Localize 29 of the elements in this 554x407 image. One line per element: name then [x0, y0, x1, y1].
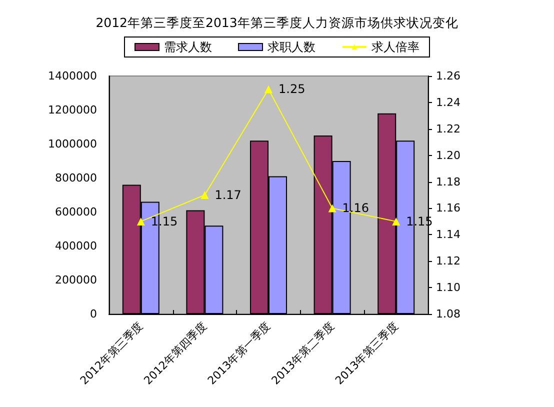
y2-tick-label: 1.22: [436, 122, 460, 136]
y-tick-label: 200000: [55, 274, 97, 286]
y2-tick-label: 1.12: [436, 254, 460, 268]
y-tick-label: 600000: [55, 206, 97, 218]
y2-tick-label: 1.18: [436, 175, 460, 188]
y-tick-label: 400000: [55, 240, 97, 252]
y-tick-label: 1400000: [48, 70, 97, 82]
y-tick-label: 1000000: [48, 138, 97, 150]
legend-label: 求职人数: [268, 40, 316, 54]
y-tick-label: 800000: [55, 172, 97, 184]
legend-label: 需求人数: [164, 40, 212, 54]
y2-tick-label: 1.14: [436, 228, 460, 242]
chart-title: 2012年第三季度至2013年第三季度人力资源市场供求状况变化: [96, 15, 458, 30]
data-label: 1.17: [214, 188, 242, 202]
y2-tick-label: 1.08: [436, 308, 460, 320]
y-tick-label: 0: [90, 308, 97, 320]
point: [392, 217, 400, 226]
point: [136, 217, 145, 226]
point: [328, 204, 336, 212]
y2-tick-label: 1.16: [436, 202, 460, 215]
y2-tick-label: 1.10: [436, 281, 460, 294]
legend-label: 求人倍率: [372, 40, 420, 54]
y2-tick-label: 1.20: [436, 148, 460, 162]
point: [200, 191, 209, 199]
data-label: 1.25: [278, 82, 306, 96]
y-tick-label: 1200000: [48, 104, 97, 116]
y2-tick-label: 1.26: [436, 70, 460, 82]
point: [264, 85, 272, 94]
y2-tick-label: 1.24: [436, 96, 460, 109]
